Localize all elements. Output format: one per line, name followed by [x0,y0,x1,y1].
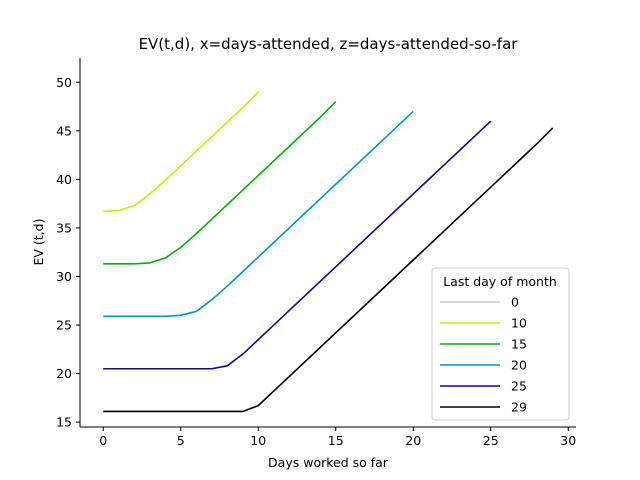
legend-label-10: 10 [511,316,527,331]
x-ticks: 0 5 10 15 20 25 30 [99,427,576,448]
legend-label-15: 15 [511,337,527,352]
x-tick-label: 15 [328,433,344,448]
y-tick-label: 15 [56,415,72,430]
chart-title: EV(t,d), x=days-attended, z=days-attende… [139,35,519,53]
series-line-15 [103,101,337,265]
legend-label-0: 0 [511,295,519,310]
x-tick-label: 0 [99,433,107,448]
x-axis-label: Days worked so far [268,455,389,470]
x-tick-label: 30 [560,433,576,448]
series-line-20 [103,110,414,318]
series-line-25 [103,120,492,370]
series-line-10 [103,91,259,213]
plot-area [103,91,554,413]
x-tick-label: 5 [177,433,185,448]
series-line-29 [103,127,554,413]
y-tick-label: 50 [56,75,72,90]
y-tick-label: 35 [56,220,72,235]
y-tick-label: 20 [56,366,72,381]
legend: Last day of month 0 10 15 20 25 29 [431,267,570,421]
x-tick-label: 10 [250,433,266,448]
x-tick-label: 20 [405,433,421,448]
y-axis-label: EV (t,d) [31,219,46,266]
x-tick-label: 25 [483,433,499,448]
y-tick-label: 45 [56,123,72,138]
y-tick-label: 25 [56,318,72,333]
y-tick-label: 40 [56,172,72,187]
y-tick-label: 30 [56,269,72,284]
legend-label-20: 20 [511,358,527,373]
legend-label-29: 29 [511,400,527,415]
legend-frame [431,267,570,421]
y-ticks: 15 20 25 30 35 40 45 50 [56,75,80,430]
legend-entries: 0 10 15 20 25 29 [440,295,527,415]
legend-label-25: 25 [511,379,527,394]
legend-title: Last day of month [443,274,557,289]
